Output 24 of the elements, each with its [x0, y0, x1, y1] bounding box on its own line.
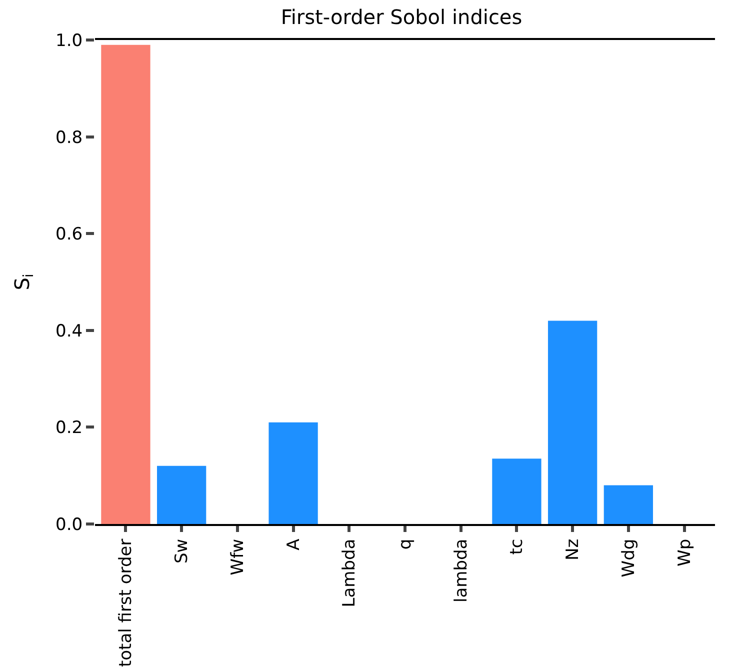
y-tick-label: 0.0 — [56, 514, 83, 535]
x-tick-label: lambda — [451, 538, 472, 603]
y-tick-label: 0.8 — [56, 128, 83, 148]
x-tick-label: Sw — [172, 538, 192, 564]
chart-title: First-order Sobol indices — [280, 5, 522, 30]
x-tick-label: Wp — [674, 538, 695, 566]
bar — [268, 422, 318, 524]
x-tick-label: tc — [507, 538, 528, 555]
x-tick-label: Nz — [563, 538, 584, 560]
y-tick-label: 0.4 — [56, 321, 83, 342]
y-tick-label: 1.0 — [56, 30, 83, 51]
y-tick-label: 0.6 — [56, 224, 83, 245]
x-tick-label: total first order — [116, 538, 136, 668]
bar — [492, 458, 542, 524]
x-tick-label: Wfw — [228, 538, 248, 576]
bar — [548, 320, 598, 524]
x-tick-label: Lambda — [340, 538, 360, 608]
bar — [604, 485, 653, 524]
y-tick-label: 0.2 — [56, 418, 83, 438]
x-tick-label: A — [284, 538, 304, 550]
x-tick-label: Wdg — [618, 538, 639, 578]
bar — [101, 44, 150, 524]
bar — [157, 466, 206, 524]
x-tick-label: q — [396, 538, 416, 550]
